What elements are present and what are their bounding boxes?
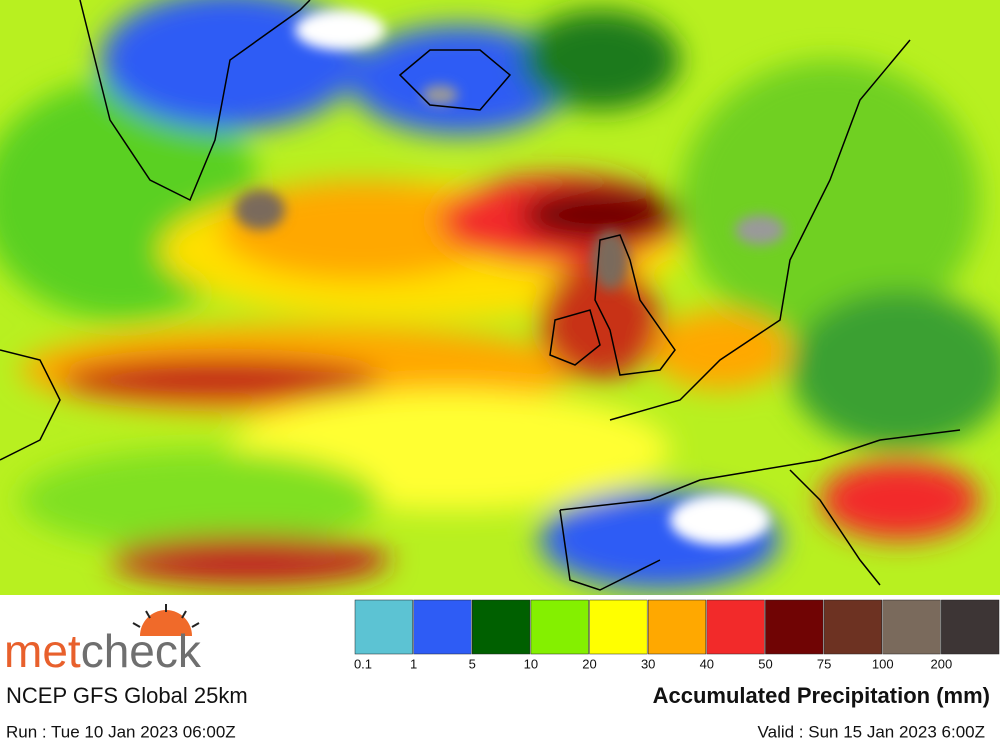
legend-swatch <box>823 599 882 655</box>
valid-time: Valid : Sun 15 Jan 2023 6:00Z <box>758 722 985 741</box>
legend-level: 75 <box>817 656 831 671</box>
legend-swatch <box>706 599 765 655</box>
legend-swatch <box>882 599 941 655</box>
logo-met: met <box>4 625 81 677</box>
legend-swatch <box>589 599 648 655</box>
legend-level: 5 <box>469 656 476 671</box>
legend-level: 0.1 <box>354 656 372 671</box>
legend-level: 20 <box>582 656 596 671</box>
legend-level: 30 <box>641 656 655 671</box>
precipitation-map <box>0 0 1000 595</box>
legend-level: 1 <box>410 656 417 671</box>
logo: metcheck <box>4 625 202 677</box>
legend-level: 50 <box>758 656 772 671</box>
run-time: Run : Tue 10 Jan 2023 06:00Z <box>6 722 236 741</box>
legend-swatch <box>354 599 413 655</box>
legend-title: Accumulated Precipitation (mm) <box>653 683 990 708</box>
legend-level: 200 <box>931 656 953 671</box>
legend-swatch <box>472 599 531 655</box>
legend-level: 40 <box>700 656 714 671</box>
legend-level: 100 <box>872 656 894 671</box>
legend-swatch <box>941 599 1000 655</box>
legend-level: 10 <box>524 656 538 671</box>
sun-icon <box>132 604 200 636</box>
logo-check: check <box>81 625 202 677</box>
legend-swatch <box>765 599 824 655</box>
legend-swatch <box>530 599 589 655</box>
legend-swatch <box>413 599 472 655</box>
legend: 0.1 1 5 10 20 30 40 50 75 100 200 <box>354 599 1000 671</box>
legend-swatch <box>647 599 707 655</box>
model-name: NCEP GFS Global 25km <box>6 683 248 708</box>
